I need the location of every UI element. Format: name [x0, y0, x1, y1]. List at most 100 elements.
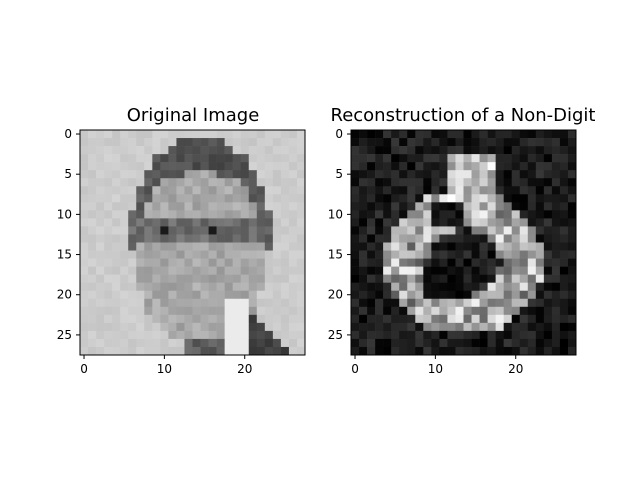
pixel-cell	[463, 282, 472, 292]
pixel-cell	[168, 170, 177, 179]
pixel-cell	[511, 202, 521, 211]
pixel-cell	[200, 210, 209, 219]
pixel-cell	[415, 154, 424, 163]
pixel-cell	[176, 170, 185, 179]
pixel-cell	[439, 138, 448, 147]
pixel-cell	[216, 218, 225, 227]
pixel-cell	[359, 322, 368, 332]
pixel-cell	[567, 290, 577, 300]
pixel-cell	[511, 338, 521, 348]
pixel-cell	[359, 234, 368, 243]
pixel-cell	[280, 314, 290, 324]
pixel-cell	[511, 346, 521, 356]
pixel-cell	[495, 338, 504, 348]
pixel-cell	[136, 234, 145, 243]
pixel-cell	[80, 266, 89, 275]
pixel-cell	[264, 274, 274, 283]
pixel-cell	[144, 266, 153, 275]
pixel-cell	[439, 170, 448, 179]
pixel-cell	[423, 258, 432, 267]
pixel-cell	[487, 146, 496, 155]
pixel-cell	[567, 330, 577, 340]
pixel-cell	[383, 266, 392, 275]
pixel-cell	[136, 250, 145, 259]
pixel-cell	[383, 146, 392, 155]
pixel-cell	[184, 322, 193, 332]
pixel-cell	[192, 306, 201, 316]
pixel-cell	[144, 338, 153, 348]
pixel-cell	[447, 154, 456, 163]
pixel-cell	[272, 266, 282, 275]
pixel-cell	[112, 218, 121, 227]
pixel-cell	[256, 170, 266, 179]
pixel-cell	[463, 170, 472, 179]
pixel-cell	[391, 194, 400, 203]
pixel-cell	[224, 250, 233, 259]
pixel-cell	[439, 258, 448, 267]
pixel-cell	[519, 338, 529, 348]
pixel-cell	[208, 314, 217, 324]
pixel-cell	[120, 194, 129, 203]
pixel-cell	[559, 298, 569, 308]
pixel-cell	[551, 258, 561, 267]
pixel-cell	[296, 194, 306, 203]
pixel-cell	[104, 138, 113, 147]
pixel-cell	[567, 202, 577, 211]
pixel-cell	[487, 130, 496, 139]
pixel-cell	[551, 146, 561, 155]
pixel-cell	[200, 266, 209, 275]
pixel-cell	[136, 170, 145, 179]
pixel-cell	[80, 250, 89, 259]
pixel-cell	[383, 218, 392, 227]
pixel-cell	[431, 346, 440, 356]
pixel-cell	[367, 338, 376, 348]
pixel-cell	[375, 226, 384, 235]
pixel-cell	[463, 346, 472, 356]
pixel-cell	[216, 210, 225, 219]
pixel-cell	[423, 314, 432, 324]
pixel-cell	[168, 314, 177, 324]
pixel-cell	[272, 218, 282, 227]
pixel-cell	[232, 146, 242, 155]
pixel-cell	[184, 130, 193, 139]
pixel-cell	[519, 138, 529, 147]
pixel-cell	[367, 178, 376, 187]
pixel-cell	[527, 210, 537, 219]
pixel-cell	[240, 154, 250, 163]
pixel-cell	[224, 346, 233, 356]
pixel-cell	[559, 138, 569, 147]
pixel-cell	[280, 186, 290, 195]
pixel-cell	[495, 234, 504, 243]
pixel-cell	[104, 178, 113, 187]
pixel-cell	[120, 178, 129, 187]
pixel-cell	[80, 298, 89, 308]
pixel-cell	[543, 242, 553, 251]
pixel-cell	[120, 266, 129, 275]
pixel-cell	[367, 282, 376, 292]
pixel-cell	[519, 330, 529, 340]
pixel-cell	[200, 186, 209, 195]
pixel-cell	[487, 138, 496, 147]
pixel-cell	[184, 218, 193, 227]
pixel-cell	[535, 202, 545, 211]
pixel-cell	[256, 154, 266, 163]
pixel-cell	[280, 330, 290, 340]
pixel-cell	[136, 194, 145, 203]
pixel-cell	[359, 130, 368, 139]
pixel-cell	[280, 274, 290, 283]
pixel-cell	[407, 314, 416, 324]
pixel-cell	[176, 314, 185, 324]
pixel-cell	[80, 338, 89, 348]
pixel-cell	[375, 178, 384, 187]
pixel-cell	[479, 194, 488, 203]
pixel-cell	[144, 282, 153, 292]
pixel-cell	[471, 130, 480, 139]
pixel-cell	[80, 138, 89, 147]
pixel-cell	[503, 330, 513, 340]
pixel-cell	[431, 138, 440, 147]
pixel-cell	[128, 210, 137, 219]
pixel-cell	[160, 330, 169, 340]
pixel-cell	[192, 146, 201, 155]
pixel-cell	[439, 290, 448, 300]
pixel-cell	[463, 146, 472, 155]
